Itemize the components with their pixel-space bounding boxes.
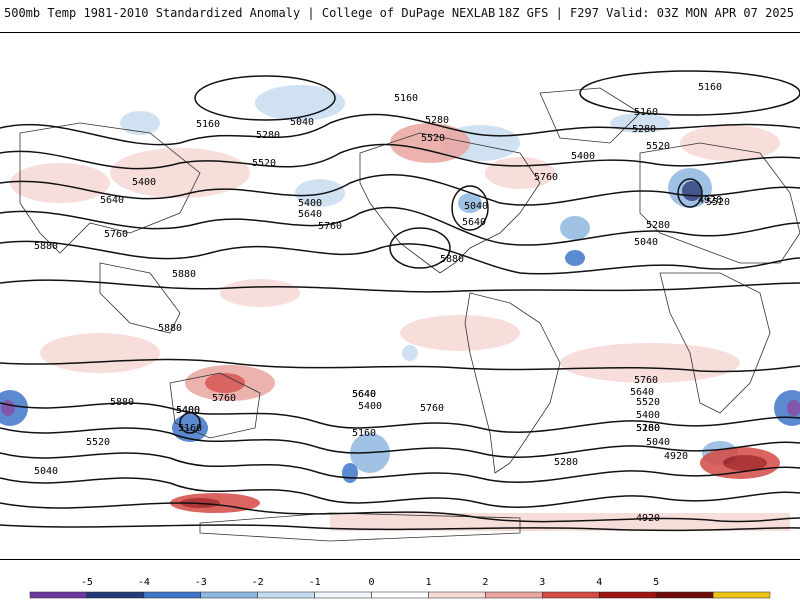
colorbar-canvas: -5 -4 -3 -2 -1 0 1 2 3 4 5: [29, 577, 771, 599]
contour-label: 5520: [421, 133, 445, 144]
contour-label: 5160: [394, 93, 418, 104]
contour-labels: 5160 5160 5160 5280 5280 5520 5520 5400 …: [34, 82, 730, 524]
contour-label: 5040: [34, 466, 58, 477]
contour-label: 5280: [256, 130, 280, 141]
contour-label: 5880: [110, 397, 134, 408]
contour-label: 5280: [425, 115, 449, 126]
colorbar-swatch: [655, 591, 714, 599]
contour-label: 5880: [158, 323, 182, 334]
contour-label: 5400: [298, 198, 322, 209]
colorbar-swatch: [712, 591, 771, 599]
colorbar-swatch: [143, 591, 202, 599]
contour-label: 5760: [534, 172, 558, 183]
contour-label: 4920: [698, 195, 722, 206]
contour-label: 5520: [86, 437, 110, 448]
colorbar-ticks: -5 -4 -3 -2 -1 0 1 2 3 4 5: [81, 577, 659, 588]
contour-label: 5040: [646, 437, 670, 448]
contour-label: 5040: [634, 237, 658, 248]
anomaly-map: 5160 5160 5160 5280 5280 5520 5520 5400 …: [0, 32, 800, 560]
contour-label: 5760: [318, 221, 342, 232]
contour-label: 5880: [34, 241, 58, 252]
contour-label: 5160: [636, 423, 660, 434]
contour-label: 4920: [636, 513, 660, 524]
contour-label: 5280: [554, 457, 578, 468]
contour-label: 5400: [176, 405, 200, 416]
coastlines: [19, 87, 800, 542]
contour-label: 5160: [352, 428, 376, 439]
colorbar-tick-label: -3: [195, 577, 207, 588]
colorbar-swatch: [86, 591, 145, 599]
map-canvas: 5160 5160 5160 5280 5280 5520 5520 5400 …: [0, 70, 800, 542]
colorbar-swatch: [371, 591, 429, 599]
contour-label: 5640: [630, 387, 654, 398]
contour-label: 5760: [104, 229, 128, 240]
contour-label: 5520: [252, 158, 276, 169]
colorbar-tick-label: -5: [81, 577, 93, 588]
colorbar-tick-label: -1: [309, 577, 321, 588]
contour-label: 5880: [172, 269, 196, 280]
colorbar-tick-label: 0: [369, 577, 375, 588]
contour-label: 5640: [462, 217, 486, 228]
contour-label: 5400: [358, 401, 382, 412]
colorbar-swatch: [257, 591, 315, 599]
contour-label: 5160: [196, 119, 220, 130]
contour-label: 5400: [132, 177, 156, 188]
colorbar-tick-label: -2: [252, 577, 264, 588]
contour-label: 5280: [636, 423, 660, 434]
colorbar-tick-label: 3: [539, 577, 545, 588]
height-contours: [0, 70, 800, 532]
contour-label: 5160: [634, 107, 658, 118]
contour-label: 5040: [464, 201, 488, 212]
colorbar-swatch: [29, 591, 88, 599]
contour-label: 4920: [664, 451, 688, 462]
contour-label: 5280: [632, 124, 656, 135]
colorbar-swatch: [314, 591, 372, 599]
map-header: 500mb Temp 1981-2010 Standardized Anomal…: [0, 0, 800, 32]
colorbar-swatch: [428, 591, 486, 599]
contour-label: 5760: [420, 403, 444, 414]
colorbar-swatch: [542, 591, 600, 599]
colorbar-tick-label: 2: [482, 577, 488, 588]
contour-label: 5040: [290, 117, 314, 128]
colorbar-swatch: [598, 591, 657, 599]
colorbar-tick-label: 5: [653, 577, 659, 588]
contour-label: 5400: [636, 410, 660, 421]
colorbar-tick-label: 1: [425, 577, 431, 588]
contour-label: 5160: [698, 82, 722, 93]
model-valid-time: 18Z GFS | F297 Valid: 03Z MON APR 07 202…: [497, 6, 794, 20]
colorbar-swatches: [29, 591, 771, 599]
contour-label: 5640: [298, 209, 322, 220]
contour-label: 5520: [646, 141, 670, 152]
contour-label: 5760: [212, 393, 236, 404]
contour-label: 5280: [646, 220, 670, 231]
contour-label: 5640: [352, 389, 376, 400]
contour-label: 5400: [571, 151, 595, 162]
contour-label: 5520: [636, 397, 660, 408]
colorbar-swatch: [485, 591, 543, 599]
contour-label: 5640: [352, 389, 376, 400]
contour-label: 5520: [706, 197, 730, 208]
colorbar-tick-label: -4: [138, 577, 150, 588]
map-title: 500mb Temp 1981-2010 Standardized Anomal…: [4, 6, 496, 20]
contour-label: 5760: [634, 375, 658, 386]
colorbar-tick-label: 4: [596, 577, 602, 588]
colorbar-swatch: [200, 591, 258, 599]
colorbar-legend: -5 -4 -3 -2 -1 0 1 2 3 4 5: [0, 572, 800, 600]
contour-label: 5880: [440, 254, 464, 265]
contour-label: 5640: [100, 195, 124, 206]
contour-label: 5400: [176, 405, 200, 416]
contour-label: 5160: [178, 423, 202, 434]
